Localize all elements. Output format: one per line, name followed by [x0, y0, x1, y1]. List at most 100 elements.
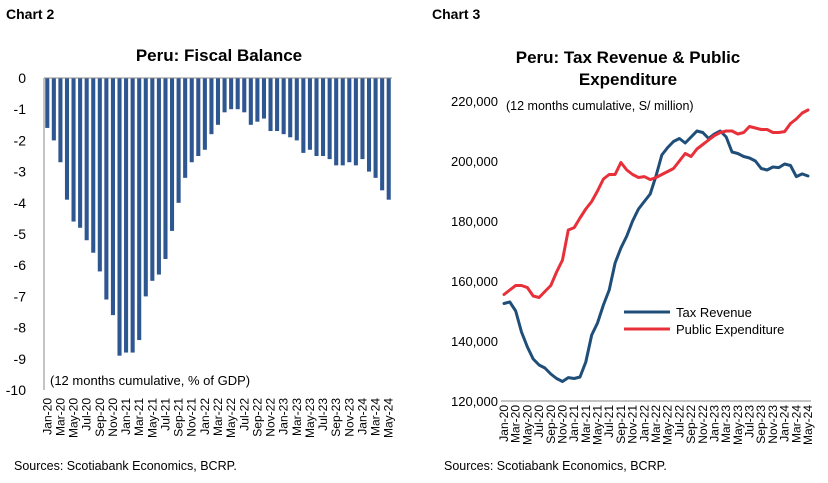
x-tick-label: Nov-23: [342, 398, 356, 437]
chart-2-annotation: (12 months cumulative, % of GDP): [50, 373, 250, 388]
y-tick-label: 180,000: [451, 214, 498, 229]
x-tick-label: Jul-21: [602, 405, 616, 438]
x-tick-label: Sep-22: [684, 405, 698, 444]
x-tick-label: Sep-23: [329, 398, 343, 437]
y-tick-label: -4: [14, 195, 27, 211]
x-tick-label: Jan-24: [778, 405, 792, 442]
y-tick-label: -8: [14, 320, 27, 336]
bar: [215, 78, 221, 125]
x-tick-label: Jul-21: [159, 398, 173, 431]
chart-3-panel: Chart 3 Peru: Tax Revenue & Public Expend…: [414, 0, 828, 483]
chart-2-source: Sources: Scotiabank Economics, BCRP.: [14, 459, 237, 473]
fiscal-balance-chart: Peru: Fiscal Balance 0 -1 -2 -3 -4 -5 -6 -7 -8 -9 -…: [6, 46, 396, 438]
x-tick-label: Mar-23: [290, 398, 304, 436]
y-tick-label: 140,000: [451, 334, 498, 349]
x-tick-label: May-23: [303, 398, 317, 438]
bar: [64, 78, 70, 200]
bar: [189, 78, 194, 163]
x-tick-label: Jan-22: [198, 398, 212, 435]
y-tick-label: -1: [14, 101, 27, 117]
bar: [235, 78, 240, 110]
x-tick-label: Mar-24: [369, 398, 383, 436]
bar: [104, 78, 109, 300]
y-tick-label: -6: [14, 257, 27, 273]
bar: [347, 78, 352, 163]
bar: [242, 78, 247, 113]
bar: [327, 78, 332, 160]
bar: [294, 78, 299, 141]
bar: [386, 78, 391, 200]
tax-revenue-line: [502, 129, 810, 383]
x-tick-label: May-24: [382, 398, 396, 438]
x-tick-label: Jan-20: [497, 405, 511, 442]
x-tick-label: Nov-22: [696, 405, 710, 444]
y-tick-label: 220,000: [451, 94, 498, 109]
bar: [156, 78, 161, 275]
x-tick-label: Mar-22: [211, 398, 225, 436]
bar: [78, 78, 83, 228]
x-tick-label: Sep-20: [93, 398, 107, 437]
bar: [340, 78, 345, 166]
x-tick-label: Jan-21: [567, 405, 581, 442]
bar: [209, 78, 214, 135]
y-tick-label: 160,000: [451, 274, 498, 289]
x-tick-label: Mar-23: [719, 405, 733, 443]
bar: [380, 78, 385, 191]
bar: [170, 78, 175, 231]
bar: [110, 78, 115, 316]
x-tick-label: Mar-22: [649, 405, 663, 443]
bar: [255, 78, 260, 122]
x-tick-label: Nov-21: [185, 398, 199, 437]
bar: [97, 78, 102, 272]
bar: [334, 78, 339, 166]
bar: [222, 78, 227, 113]
x-tick-label: May-22: [661, 405, 675, 445]
bar: [183, 78, 188, 178]
x-tick-label: Sep-20: [544, 405, 558, 444]
x-tick-label: Jan-23: [708, 405, 722, 442]
chart-2-title: Peru: Fiscal Balance: [136, 46, 302, 65]
bar: [117, 78, 122, 356]
x-tick-label: Nov-20: [106, 398, 120, 437]
x-tick-label: Sep-21: [614, 405, 628, 444]
bar: [307, 78, 312, 150]
y-tick-label: 120,000: [451, 394, 498, 409]
y-tick-label: 200,000: [451, 154, 498, 169]
bar: [268, 78, 273, 132]
bar: [58, 78, 63, 163]
x-tick-label: Jul-20: [80, 398, 94, 431]
chart-2-label: Chart 2: [6, 6, 55, 22]
bar: [176, 78, 181, 203]
x-tick-label: May-23: [731, 405, 745, 445]
bar: [360, 78, 365, 160]
x-tick-label: Jul-22: [237, 398, 251, 431]
bar: [163, 78, 168, 259]
x-tick-label: Mar-20: [53, 398, 67, 436]
chart-3-source: Sources: Scotiabank Economics, BCRP.: [444, 459, 667, 473]
bar: [71, 78, 76, 222]
bar: [91, 78, 96, 253]
x-tick-label: Jan-21: [119, 398, 133, 435]
legend-label: Tax Revenue: [676, 305, 752, 320]
x-tick-label: Jul-23: [743, 405, 757, 438]
x-tick-label: Mar-24: [789, 405, 803, 443]
bar: [150, 78, 155, 281]
x-tick-label: Mar-21: [579, 405, 593, 443]
x-tick-label: Sep-22: [250, 398, 264, 437]
bar: [202, 78, 207, 150]
x-tick-label: Nov-22: [264, 398, 278, 437]
chart-3-label: Chart 3: [432, 6, 481, 22]
bar: [45, 78, 50, 128]
bar: [261, 78, 266, 119]
bar: [137, 78, 142, 341]
x-tick-label: Mar-21: [132, 398, 146, 436]
chart-3-title-line-1: Peru: Tax Revenue & Public: [516, 48, 741, 67]
bar: [196, 78, 201, 156]
x-tick-label: Sep-23: [754, 405, 768, 444]
x-tick-label: Jul-22: [672, 405, 686, 438]
x-tick-label: Nov-20: [556, 405, 570, 444]
x-tick-label: Jan-20: [40, 398, 54, 435]
bar: [366, 78, 372, 172]
x-tick-label: Sep-21: [172, 398, 186, 437]
bar: [288, 78, 293, 138]
